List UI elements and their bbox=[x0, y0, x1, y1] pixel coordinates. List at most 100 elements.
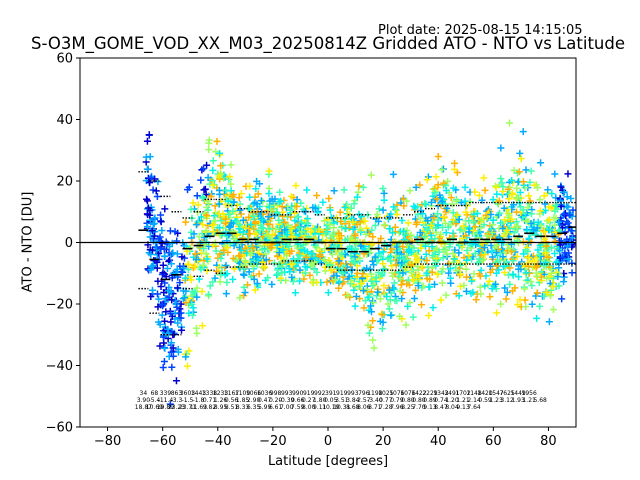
data-point bbox=[499, 225, 507, 233]
data-point bbox=[338, 223, 346, 231]
data-point bbox=[345, 273, 353, 281]
data-point bbox=[550, 214, 558, 222]
data-point bbox=[425, 247, 433, 255]
bin-stat-label: 10.69 bbox=[146, 404, 163, 411]
bin-stat-label: 0.79 bbox=[390, 397, 404, 404]
data-point bbox=[252, 219, 260, 227]
data-point bbox=[187, 205, 195, 213]
data-point bbox=[497, 144, 505, 152]
data-point bbox=[443, 204, 451, 212]
data-point bbox=[169, 352, 177, 360]
data-point bbox=[455, 292, 463, 300]
data-point bbox=[390, 279, 398, 287]
data-point bbox=[428, 243, 436, 251]
data-point bbox=[409, 313, 417, 321]
y-tick-label: 20 bbox=[56, 175, 73, 190]
data-point bbox=[558, 254, 566, 262]
data-point bbox=[436, 191, 444, 199]
data-point bbox=[457, 270, 465, 278]
bin-stat-label: 1025 bbox=[378, 390, 393, 397]
data-point bbox=[211, 202, 219, 210]
data-point bbox=[398, 217, 406, 225]
bin-stat-label: 8.25 bbox=[401, 404, 415, 411]
data-point bbox=[509, 270, 517, 278]
data-point bbox=[194, 201, 202, 209]
data-point bbox=[380, 221, 388, 229]
data-point bbox=[335, 257, 343, 265]
data-point bbox=[429, 304, 437, 312]
data-point bbox=[525, 254, 533, 262]
bin-stat-label: 8.47 bbox=[434, 404, 448, 411]
data-point bbox=[542, 249, 550, 257]
bin-stat-label: 8.68 bbox=[346, 404, 360, 411]
data-point bbox=[347, 252, 355, 260]
data-point bbox=[431, 235, 439, 243]
data-point bbox=[505, 244, 513, 252]
data-point bbox=[143, 195, 151, 203]
data-point bbox=[198, 322, 206, 330]
data-point bbox=[435, 248, 443, 256]
data-point bbox=[168, 239, 176, 247]
data-point bbox=[205, 139, 213, 147]
data-point bbox=[468, 277, 476, 285]
data-point bbox=[369, 336, 377, 344]
bin-stat-label: 0.80 bbox=[401, 397, 415, 404]
bin-stat-label: 1.26 bbox=[214, 397, 228, 404]
data-point bbox=[367, 302, 375, 310]
data-point bbox=[325, 195, 333, 203]
data-point bbox=[349, 225, 357, 233]
data-point bbox=[566, 211, 574, 219]
data-point bbox=[406, 187, 414, 195]
data-point bbox=[268, 280, 276, 288]
data-point bbox=[423, 257, 431, 265]
data-point bbox=[210, 212, 218, 220]
data-point bbox=[178, 253, 186, 261]
data-point bbox=[555, 264, 563, 272]
data-point bbox=[297, 199, 305, 207]
data-point bbox=[190, 230, 198, 238]
data-point bbox=[418, 301, 426, 309]
data-point bbox=[371, 221, 379, 229]
data-point bbox=[206, 282, 214, 290]
data-point bbox=[460, 281, 468, 289]
data-point bbox=[558, 295, 566, 303]
data-point bbox=[157, 218, 165, 226]
data-point bbox=[505, 195, 513, 203]
data-point bbox=[362, 224, 370, 232]
data-point bbox=[233, 230, 241, 238]
data-point bbox=[422, 242, 430, 250]
data-point bbox=[509, 257, 517, 265]
data-point bbox=[564, 219, 572, 227]
data-point bbox=[236, 206, 244, 214]
data-point bbox=[565, 238, 573, 246]
data-point bbox=[158, 311, 166, 319]
data-point bbox=[330, 187, 338, 195]
data-point bbox=[185, 309, 193, 317]
data-point bbox=[180, 264, 188, 272]
data-point bbox=[338, 249, 346, 257]
bin-stat-label: 6.61 bbox=[269, 404, 283, 411]
data-point bbox=[367, 277, 375, 285]
data-point bbox=[352, 244, 360, 252]
data-point bbox=[367, 308, 375, 316]
data-point bbox=[158, 226, 166, 234]
data-point bbox=[488, 247, 496, 255]
data-point bbox=[198, 166, 206, 174]
data-point bbox=[448, 200, 456, 208]
data-point bbox=[327, 244, 335, 252]
data-point bbox=[456, 226, 464, 234]
y-tick-label: −20 bbox=[46, 298, 73, 313]
data-point bbox=[560, 188, 568, 196]
x-tick-label: −80 bbox=[94, 434, 121, 449]
data-point bbox=[476, 283, 484, 291]
bin-stat-label: 0.20 bbox=[269, 397, 283, 404]
data-point bbox=[480, 221, 488, 229]
data-point bbox=[434, 153, 442, 161]
data-point bbox=[330, 224, 338, 232]
data-point bbox=[204, 206, 212, 214]
bin-stat-label: 1.80 bbox=[313, 397, 327, 404]
bin-stat-label: -0.39 bbox=[279, 397, 295, 404]
data-point bbox=[341, 203, 349, 211]
data-point bbox=[316, 251, 324, 259]
data-point bbox=[202, 250, 210, 258]
